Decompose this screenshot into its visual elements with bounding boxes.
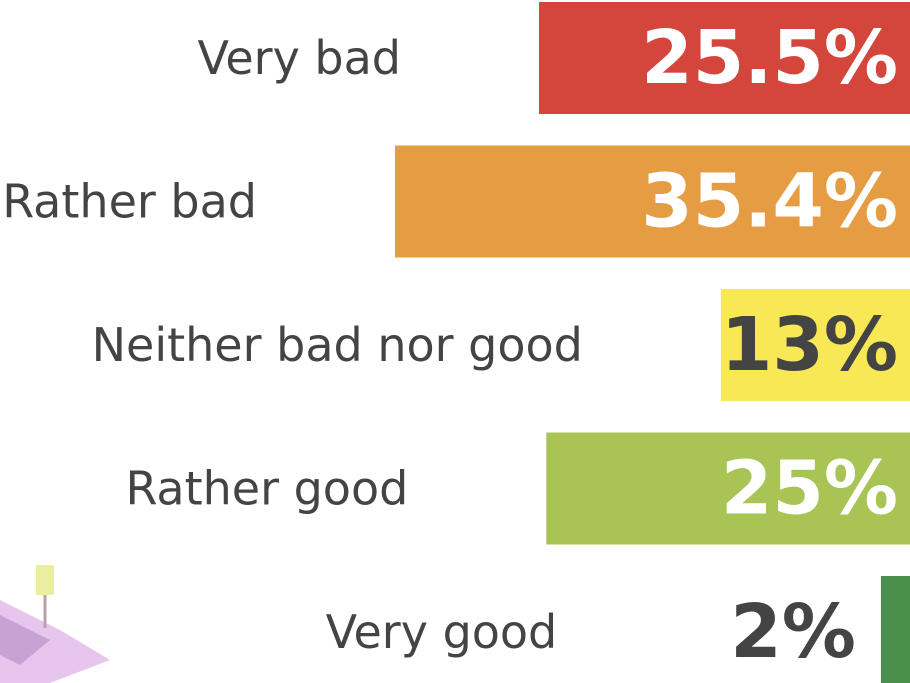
value-label: 2% <box>730 589 856 675</box>
bar <box>539 2 910 114</box>
category-label: Very good <box>326 605 558 659</box>
bar <box>720 289 910 401</box>
decoration <box>0 565 110 683</box>
bar <box>546 432 910 545</box>
category-label: Rather good <box>125 462 408 516</box>
bar <box>880 576 910 683</box>
value-label: 25% <box>721 446 898 532</box>
value-label: 25.5% <box>641 15 898 101</box>
category-label: Rather bad <box>2 175 257 229</box>
category-label: Very bad <box>197 31 401 85</box>
value-label: 13% <box>721 302 898 388</box>
value-label: 35.4% <box>641 159 898 245</box>
category-label: Neither bad nor good <box>92 318 583 372</box>
bar <box>395 145 910 258</box>
